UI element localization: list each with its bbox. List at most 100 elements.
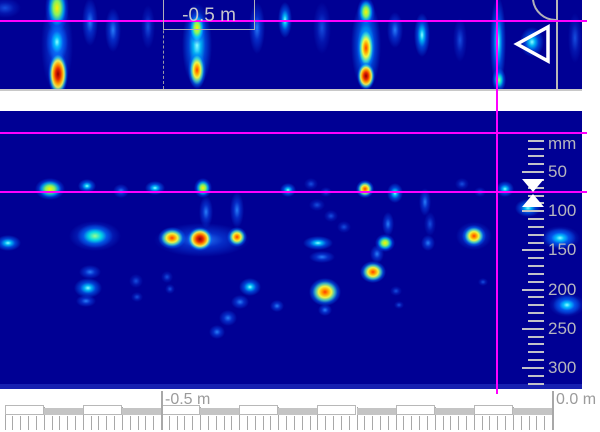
ruler-tick: [293, 416, 295, 430]
heat-blob: [48, 52, 68, 89]
ruler-tick: [372, 416, 374, 430]
ruler-tick: [497, 416, 499, 430]
ruler-tick: [28, 416, 30, 430]
ruler-tick: [184, 416, 186, 430]
ruler-tick: [465, 416, 467, 430]
ruler-tick: [247, 416, 249, 430]
ruler-tape-segment: [512, 408, 552, 415]
ruler-tick: [536, 416, 538, 430]
heat-blob: [187, 227, 213, 251]
heat-blob: [141, 5, 155, 49]
ruler-tape-segment: [278, 408, 318, 415]
ruler-tick: [309, 416, 311, 430]
panel-divider-line: [556, 0, 558, 89]
heat-blob: [356, 180, 374, 198]
depth-scale-tick: [528, 225, 544, 228]
heat-blob: [370, 245, 384, 263]
depth-scale-tick-label: 100: [548, 201, 577, 221]
heat-blob: [158, 227, 186, 249]
ruler-tick: [20, 416, 22, 430]
ruler-tick: [223, 416, 225, 430]
depth-scale-tick-label: 200: [548, 279, 577, 299]
ruler-tick: [411, 416, 413, 430]
heat-blob: [194, 178, 212, 198]
heat-blob: [382, 212, 394, 236]
ruler-tick: [239, 407, 241, 430]
ruler-tape-segment: [473, 405, 513, 415]
ruler-tick: [364, 416, 366, 430]
heat-blob: [230, 192, 244, 228]
depth-scale-unit: mm: [548, 134, 577, 153]
ruler-tick: [489, 416, 491, 430]
heat-blob: [360, 261, 386, 283]
depth-scale-tick: [528, 139, 544, 142]
depth-scale-tick-label: 250: [548, 318, 577, 338]
heat-blob: [45, 0, 69, 32]
ruler-tick: [340, 416, 342, 430]
ruler-tape-segment: [356, 408, 396, 415]
ruler-tick: [325, 416, 327, 430]
ruler-tick: [59, 416, 61, 430]
heat-blob: [453, 18, 467, 62]
ruler-tick: [231, 416, 233, 430]
ruler-tape-segment: [317, 405, 357, 415]
ruler-tape-segment: [4, 405, 44, 415]
depth-cursor-line[interactable]: [0, 191, 587, 193]
ruler-tape-segment: [121, 408, 161, 415]
heat-blob: [309, 199, 325, 211]
cross-section-panel[interactable]: [0, 111, 582, 390]
heat-blob: [231, 295, 249, 309]
depth-scale-tick: [528, 147, 544, 150]
ruler-tick: [528, 416, 530, 430]
ruler-tick: [419, 416, 421, 430]
heat-blob: [35, 178, 65, 200]
heat-blob: [82, 0, 98, 46]
ruler-tape-segment: [239, 405, 279, 415]
depth-scale-tick-label: 150: [548, 240, 577, 260]
depth-scale-tick: [522, 366, 544, 369]
heat-blob: [270, 300, 284, 312]
top-panel-cursor-line[interactable]: [0, 20, 587, 22]
ruler-tick: [121, 407, 123, 430]
ruler-tick: [153, 416, 155, 430]
ruler-tick: [270, 416, 272, 430]
ruler-label: 0.0 m: [556, 391, 597, 408]
position-label-box: -0.5 m: [163, 0, 255, 30]
ruler-tick: [200, 407, 202, 430]
depth-scale-tick: [522, 327, 544, 330]
heat-blob: [357, 0, 375, 27]
ruler-tick: [98, 416, 100, 430]
heat-blob: [309, 278, 341, 306]
heat-blob: [69, 221, 121, 251]
ruler-tick: [129, 416, 131, 430]
ruler-tick: [4, 407, 6, 430]
heat-blob: [304, 178, 318, 190]
ruler-tick: [434, 407, 436, 430]
position-cursor-line[interactable]: [496, 0, 498, 394]
position-label: -0.5 m: [182, 5, 236, 26]
depth-scale-tick: [522, 171, 544, 174]
ruler-tick: [67, 416, 69, 430]
heat-blob: [41, 0, 73, 89]
ruler-tick: [395, 407, 397, 430]
heat-blob: [375, 234, 395, 252]
heat-blob: [77, 224, 113, 248]
position-marker-gridline: [163, 0, 164, 89]
heat-blob: [313, 2, 331, 54]
heat-blob: [227, 227, 247, 247]
ruler-tick: [137, 416, 139, 430]
heat-blob: [0, 0, 21, 18]
heat-blob: [239, 278, 261, 296]
ruler-tick: [35, 416, 37, 430]
depth-scale-tick-label: 50: [548, 162, 567, 182]
ruler-tick: [168, 416, 170, 430]
previous-arrow-button[interactable]: [510, 22, 555, 67]
depth-scale-tick: [528, 335, 544, 338]
ruler-tick: [379, 416, 381, 430]
plan-view-panel[interactable]: [0, 0, 582, 91]
ruler-tick: [114, 416, 116, 430]
ruler-tape-segment: [434, 408, 474, 415]
depth-scale-tick: [522, 288, 544, 291]
surface-depth-line: [0, 132, 587, 134]
